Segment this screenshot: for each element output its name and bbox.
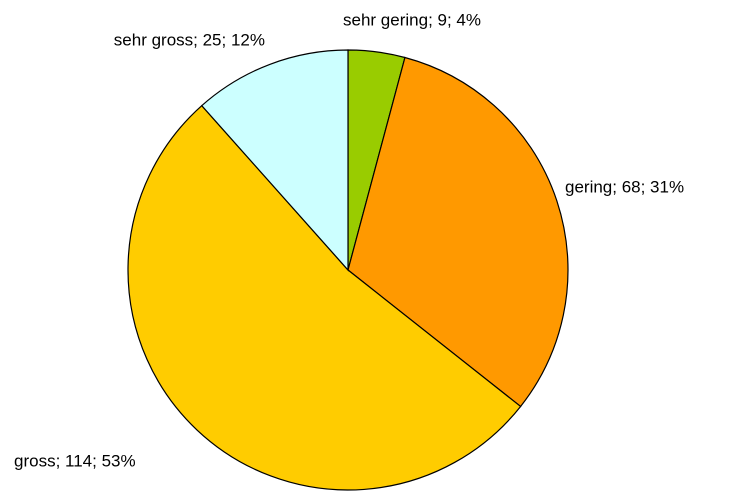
pie-slice	[200, 49, 349, 272]
data-label: gross; 114; 53%	[14, 451, 136, 470]
pie-slice	[347, 56, 569, 408]
pie-slice	[127, 104, 522, 491]
data-label: sehr gering; 9; 4%	[343, 10, 481, 29]
data-label: gering; 68; 31%	[565, 177, 684, 196]
data-label: sehr gross; 25; 12%	[114, 30, 265, 49]
